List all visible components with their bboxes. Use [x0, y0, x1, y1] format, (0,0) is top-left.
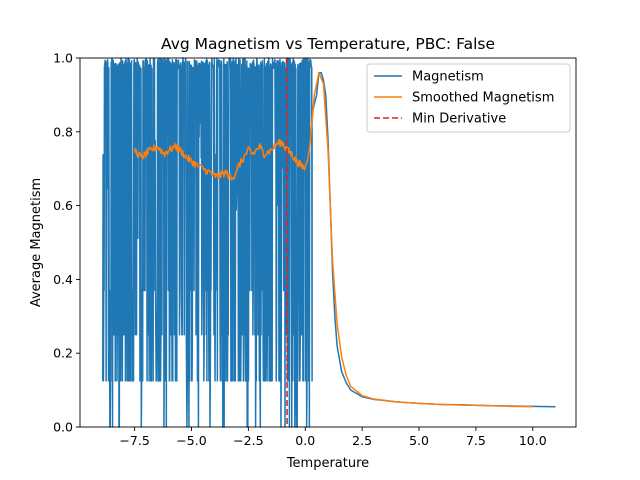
series-smoothed-magnetism-line — [133, 72, 533, 408]
y-tick-label: 1.0 — [53, 51, 73, 66]
x-tick-label: 5.0 — [409, 433, 429, 448]
x-axis: −7.5 −5.0 −2.5 0.0 2.5 5.0 7.5 10.0 — [119, 427, 547, 448]
x-tick-label: 7.5 — [466, 433, 486, 448]
plot-area — [79, 57, 577, 428]
x-tick-label: −2.5 — [233, 433, 263, 448]
legend: Magnetism Smoothed Magnetism Min Derivativ… — [366, 63, 571, 133]
x-tick-label: 2.5 — [352, 433, 372, 448]
y-tick-label: 0.2 — [53, 346, 73, 361]
y-tick-label: 0.8 — [53, 124, 73, 139]
y-axis: 0.0 0.2 0.4 0.6 0.8 1.0 — [53, 51, 80, 435]
x-tick-label: 0.0 — [295, 433, 315, 448]
legend-min-derivative-label: Min Derivative — [412, 112, 506, 127]
x-tick-label: 10.0 — [519, 433, 547, 448]
chart-title: Avg Magnetism vs Temperature, PBC: False — [161, 35, 495, 53]
y-tick-label: 0.4 — [53, 272, 73, 287]
series-magnetism-line — [102, 57, 556, 428]
legend-box — [366, 63, 571, 133]
x-tick-label: −5.0 — [176, 433, 206, 448]
legend-magnetism-label: Magnetism — [412, 70, 484, 85]
y-axis-label: Average Magnetism — [29, 178, 44, 307]
legend-smoothed-magnetism-label: Smoothed Magnetism — [412, 91, 554, 106]
x-tick-label: −7.5 — [119, 433, 149, 448]
y-tick-label: 0.0 — [53, 420, 73, 435]
x-axis-label: Temperature — [286, 456, 369, 471]
y-tick-label: 0.6 — [53, 198, 73, 213]
